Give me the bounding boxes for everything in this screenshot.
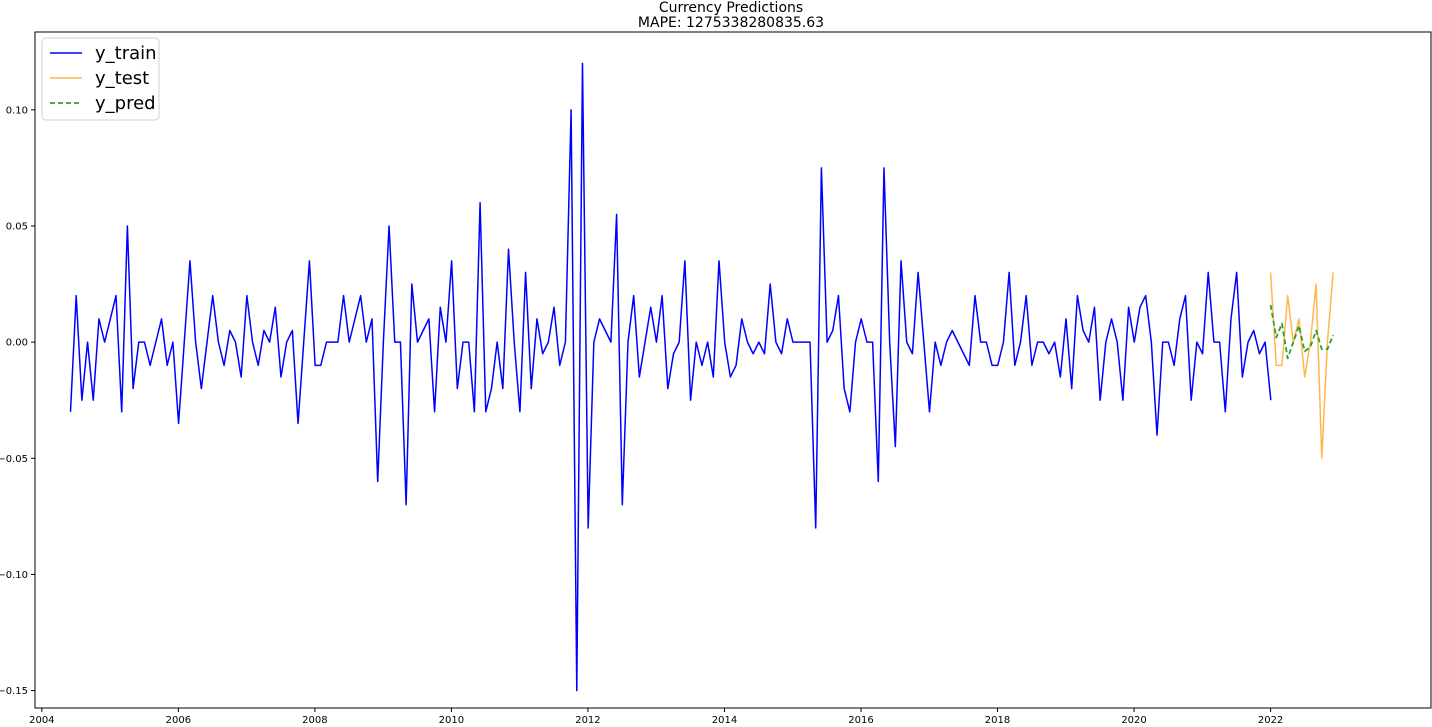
legend: y_train y_test y_pred [41, 37, 160, 121]
axis-layer: 2004 2006 2008 2010 2012 2014 2016 2018 2020 2022… [0, 105, 1283, 726]
chart-subtitle: MAPE: 1275338280835.63 [638, 15, 824, 31]
legend-label-y-test: y_test [95, 68, 149, 89]
series-line-y-test [1269, 272, 1334, 460]
y-tick-label: −0.10 [0, 570, 28, 581]
legend-frame [41, 37, 160, 121]
y-tick-label: −0.15 [0, 686, 28, 697]
x-tick-label: 2004 [29, 715, 54, 726]
legend-label-y-train: y_train [95, 43, 157, 64]
legend-label-y-pred: y_pred [95, 93, 156, 114]
y-tick-label: −0.05 [0, 454, 28, 465]
x-tick-label: 2020 [1121, 715, 1146, 726]
y-tick-label: 0.00 [6, 338, 28, 349]
x-tick-label: 2022 [1258, 715, 1283, 726]
series-line-y-pred [1269, 304, 1334, 360]
x-tick-label: 2006 [166, 715, 191, 726]
y-tick-label: 0.10 [6, 105, 28, 116]
y-tick-label: 0.05 [6, 221, 28, 232]
x-tick-label: 2010 [439, 715, 464, 726]
x-tick-label: 2008 [302, 715, 327, 726]
series-layer [69, 62, 1334, 692]
x-tick-label: 2012 [575, 715, 600, 726]
plot-frame [34, 31, 1432, 709]
chart-title: Currency Predictions [659, 0, 803, 16]
series-line-y-train [69, 62, 1272, 692]
x-tick-label: 2018 [985, 715, 1010, 726]
x-tick-label: 2014 [712, 715, 737, 726]
x-tick-label: 2016 [848, 715, 873, 726]
